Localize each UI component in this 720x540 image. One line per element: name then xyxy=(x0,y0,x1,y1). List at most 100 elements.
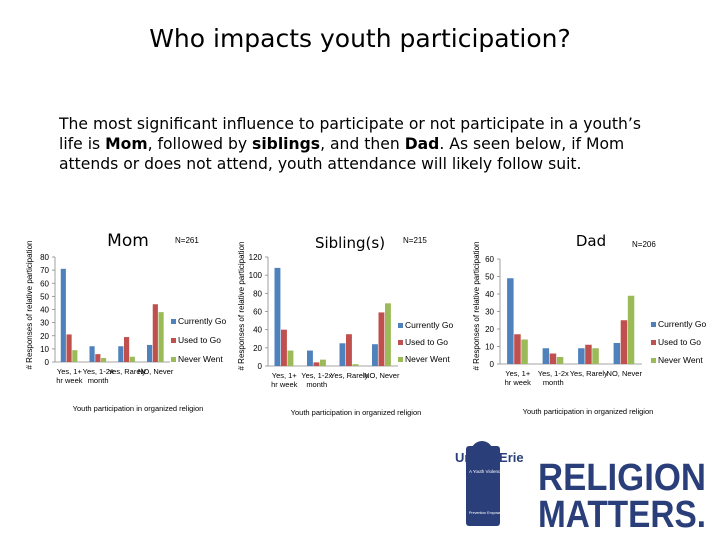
bar-currently-go xyxy=(339,343,346,366)
x-tick-label: month xyxy=(88,376,109,385)
highlight-mom: Mom xyxy=(105,135,148,153)
y-tick-label: 120 xyxy=(249,253,263,262)
bar-currently-go xyxy=(307,350,313,366)
bar-never-went xyxy=(385,303,391,366)
y-tick-label: 20 xyxy=(485,325,494,334)
bar-currently-go xyxy=(274,267,281,366)
y-tick-label: 20 xyxy=(40,332,49,341)
y-tick-label: 50 xyxy=(40,292,49,301)
logo-religion: RELIGION xyxy=(538,457,706,499)
legend-label: Currently Go xyxy=(658,319,706,329)
bar-currently-go xyxy=(578,348,585,364)
legend-label: Used to Go xyxy=(405,337,448,347)
bar-never-went xyxy=(592,348,599,364)
x-tick-label: Yes, 1+ xyxy=(272,371,298,380)
bar-never-went xyxy=(556,357,564,364)
bar-used-to-go xyxy=(281,329,287,366)
bar-used-to-go xyxy=(152,304,158,362)
y-tick-label: 0 xyxy=(490,360,495,369)
x-tick-label: month xyxy=(543,378,564,387)
y-axis-label: # Responses of relative participation xyxy=(25,241,34,370)
legend-swatch xyxy=(651,358,656,363)
bar-currently-go xyxy=(89,346,95,362)
x-tick-label: hr week xyxy=(505,378,532,387)
bar-never-went xyxy=(352,364,359,366)
legend-swatch xyxy=(171,357,176,362)
legend-label: Currently Go xyxy=(178,316,226,326)
bar-never-went xyxy=(320,359,326,366)
bar-used-to-go xyxy=(514,334,521,364)
bar-never-went xyxy=(72,350,78,362)
x-tick-label: NO, Never xyxy=(138,367,174,376)
y-tick-label: 20 xyxy=(253,344,262,353)
religion-matters-logo: UnifiedErie A Youth Violence Reduction I… xyxy=(455,441,706,535)
bar-currently-go xyxy=(372,344,378,366)
x-axis-label: Youth participation in organized religio… xyxy=(73,404,204,413)
legend-label: Never Went xyxy=(405,354,450,364)
chart-title: Mom xyxy=(107,231,149,251)
logo-tagline: A Youth Violence Reduction Initiative xyxy=(469,469,542,474)
bar-currently-go xyxy=(542,348,550,364)
chart-title: Dad xyxy=(576,232,606,250)
x-tick-label: Yes, 1-2x xyxy=(83,367,114,376)
legend-swatch xyxy=(398,340,403,345)
y-tick-label: 30 xyxy=(40,319,49,328)
y-tick-label: 10 xyxy=(485,343,494,352)
y-tick-label: 100 xyxy=(249,271,263,280)
legend-swatch xyxy=(171,338,176,343)
x-tick-label: Yes, Rarely xyxy=(330,371,368,380)
y-tick-label: 30 xyxy=(485,308,494,317)
bar-currently-go xyxy=(118,346,124,362)
x-tick-label: Yes, 1-2x xyxy=(538,369,569,378)
legend-label: Never Went xyxy=(178,354,223,364)
y-tick-label: 80 xyxy=(40,253,49,262)
legend-label: Currently Go xyxy=(405,320,453,330)
x-tick-label: Yes, 1+ xyxy=(57,367,83,376)
legend-swatch xyxy=(398,323,403,328)
x-tick-label: NO, Never xyxy=(607,369,643,378)
x-tick-label: NO, Never xyxy=(364,371,400,380)
bar-used-to-go xyxy=(585,344,592,364)
bar-currently-go xyxy=(147,344,153,362)
legend-label: Never Went xyxy=(658,355,703,365)
bar-never-went xyxy=(287,350,294,366)
bar-currently-go xyxy=(613,343,621,364)
y-tick-label: 60 xyxy=(40,279,49,288)
x-tick-label: month xyxy=(306,380,327,389)
x-axis-label: Youth participation in organized religio… xyxy=(291,408,422,417)
bar-used-to-go xyxy=(313,362,320,366)
logo-brand: UnifiedErie xyxy=(455,450,524,465)
y-tick-label: 50 xyxy=(485,273,494,282)
x-axis-label: Youth participation in organized religio… xyxy=(523,407,654,416)
chart-title: Sibling(s) xyxy=(315,234,385,252)
y-tick-label: 70 xyxy=(40,266,49,275)
y-tick-label: 40 xyxy=(253,326,262,335)
bar-currently-go xyxy=(507,278,514,364)
bar-used-to-go xyxy=(549,353,557,364)
bar-never-went xyxy=(129,356,135,362)
bar-used-to-go xyxy=(346,334,352,366)
bar-currently-go xyxy=(60,268,66,362)
legend-swatch xyxy=(651,340,656,345)
y-axis-label: # Responses of relative participation xyxy=(472,242,481,371)
bar-never-went xyxy=(521,339,528,364)
bar-used-to-go xyxy=(620,320,628,364)
logo-matters: MATTERS. xyxy=(538,494,706,535)
sample-size: N=206 xyxy=(632,240,656,249)
y-tick-label: 10 xyxy=(40,345,49,354)
y-tick-label: 40 xyxy=(40,306,49,315)
y-tick-label: 40 xyxy=(485,290,494,299)
y-tick-label: 60 xyxy=(485,255,494,264)
y-tick-label: 60 xyxy=(253,308,262,317)
x-tick-label: hr week xyxy=(56,376,83,385)
legend-swatch xyxy=(651,322,656,327)
highlight-dad: Dad xyxy=(404,135,440,153)
bar-never-went xyxy=(158,312,164,362)
x-tick-label: Yes, Rarely xyxy=(570,369,608,378)
legend-label: Used to Go xyxy=(658,337,701,347)
highlight-siblings: siblings xyxy=(252,135,321,153)
page-title: Who impacts youth participation? xyxy=(149,24,571,53)
